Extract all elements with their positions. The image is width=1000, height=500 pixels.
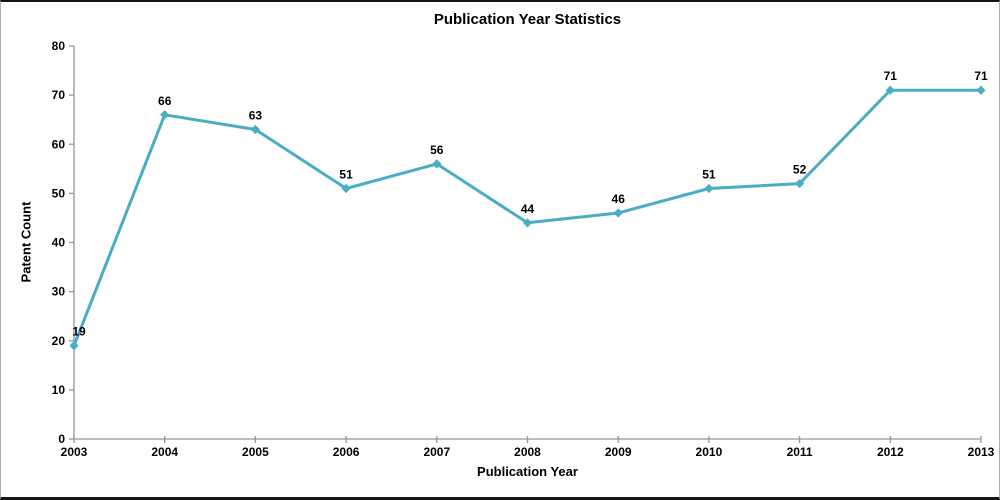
data-point-label: 63 bbox=[249, 109, 263, 123]
data-point-label: 52 bbox=[793, 163, 807, 177]
y-tick-label: 10 bbox=[52, 383, 66, 397]
x-tick-label: 2008 bbox=[514, 445, 541, 459]
data-point bbox=[522, 218, 533, 228]
x-tick-label: 2011 bbox=[787, 445, 813, 459]
data-point bbox=[341, 183, 351, 194]
y-tick-label: 70 bbox=[52, 88, 66, 102]
data-point bbox=[613, 208, 623, 218]
x-tick-label: 2009 bbox=[605, 445, 632, 459]
x-tick-label: 2006 bbox=[333, 445, 360, 459]
x-tick-label: 2010 bbox=[696, 445, 723, 459]
data-point bbox=[432, 159, 442, 169]
data-point bbox=[160, 110, 170, 120]
x-tick-label: 2003 bbox=[61, 445, 88, 459]
y-tick-label: 60 bbox=[52, 137, 66, 151]
data-point-label: 66 bbox=[158, 94, 172, 108]
x-tick-label: 2005 bbox=[242, 445, 269, 459]
chart-title: Publication Year Statistics bbox=[433, 11, 622, 28]
data-point bbox=[976, 85, 986, 95]
data-point-label: 71 bbox=[884, 69, 898, 83]
data-point-label: 51 bbox=[339, 167, 353, 181]
data-point-label: 19 bbox=[72, 325, 86, 339]
x-axis-title: Publication Year bbox=[477, 464, 578, 479]
series-line bbox=[72, 88, 983, 348]
x-tick-label: 2013 bbox=[968, 445, 995, 459]
y-tick-label: 40 bbox=[52, 236, 66, 250]
data-point-label: 71 bbox=[974, 69, 988, 83]
data-point-label: 56 bbox=[430, 143, 444, 157]
data-point bbox=[69, 341, 79, 351]
data-point bbox=[250, 124, 260, 135]
data-point bbox=[885, 85, 895, 95]
data-point bbox=[795, 178, 805, 189]
data-point-label: 44 bbox=[521, 202, 535, 216]
x-tick-label: 2004 bbox=[151, 445, 178, 459]
y-tick-label: 50 bbox=[52, 186, 66, 200]
y-tick-label: 30 bbox=[52, 285, 66, 299]
data-point bbox=[704, 183, 714, 194]
data-point-label: 51 bbox=[702, 167, 716, 181]
y-tick-label: 80 bbox=[52, 39, 66, 53]
y-axis-title: Patent Count bbox=[18, 201, 34, 283]
x-tick-label: 2007 bbox=[423, 445, 450, 459]
data-point-label: 46 bbox=[612, 192, 626, 206]
y-tick-label: 20 bbox=[52, 334, 66, 348]
x-tick-label: 2012 bbox=[877, 445, 904, 459]
y-tick-label: 0 bbox=[58, 432, 65, 446]
